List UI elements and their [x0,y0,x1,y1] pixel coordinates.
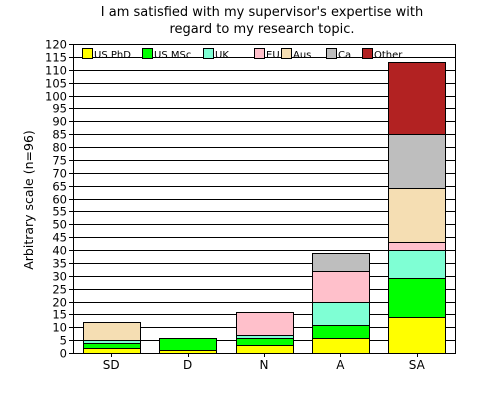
bar-segment [83,348,141,354]
bar-segment [159,338,217,351]
y-tick-label: 90 [52,115,67,129]
y-tick-label: 5 [60,334,67,348]
bar-segment [236,312,294,336]
y-tick-label: 95 [52,102,67,116]
bar-segment [236,345,294,354]
y-tick-label: 65 [52,180,67,194]
x-tick-label: A [336,358,345,372]
bar-segment [312,302,370,326]
bar-segment [312,253,370,272]
x-tick-label: N [260,358,269,372]
legend-label: EU [266,50,280,61]
y-tick-label: 105 [45,77,67,91]
y-tick-label: 0 [60,347,67,361]
y-tick-label: 15 [52,308,67,322]
y-tick-label: 70 [52,167,67,181]
y-tick-label: 35 [52,257,67,271]
y-tick-label: 50 [52,218,67,232]
bars [83,62,446,354]
y-tick-label: 30 [52,270,67,284]
legend-label: Aus [293,50,311,61]
legend-label: Ca [338,50,351,61]
legend-swatch [203,48,214,59]
legend-swatch [326,48,337,59]
legend: US PhD US MSc UK EU Aus Ca Other [82,48,403,61]
y-tick-label: 100 [45,90,67,104]
legend-swatch [82,48,93,59]
bar-segment [83,343,141,349]
bar-segment [388,317,446,354]
chart-title-line-1: I am satisfied with my supervisor's expe… [101,5,423,20]
bar-segment [388,278,446,318]
bar-segment [388,134,446,189]
legend-swatch [362,48,373,59]
bar-segment [388,188,446,243]
legend-label: UK [215,50,229,61]
bar-segment [236,338,294,346]
y-tick-label: 60 [52,193,67,207]
legend-label: US PhD [94,50,131,61]
y-tick-label: 45 [52,231,67,245]
y-tick-label: 115 [45,51,67,65]
y-tick-labels: 0510152025303540455055606570758085909510… [45,38,73,361]
x-tick-label: SD [103,358,120,372]
x-tick-label: D [183,358,192,372]
y-tick-label: 80 [52,141,67,155]
y-tick-label: 75 [52,154,67,168]
x-tick-label: SA [409,358,426,372]
bar-segment [388,250,446,279]
legend-label: Other [374,50,403,61]
legend-swatch [142,48,153,59]
chart-title-line-2: regard to my research topic. [169,22,354,37]
y-tick-label: 85 [52,128,67,142]
y-tick-label: 55 [52,205,67,219]
bar-segment [312,338,370,354]
bar-segment [388,242,446,251]
y-tick-label: 110 [45,64,67,78]
legend-label: US MSc [154,50,191,61]
y-axis-label: Arbitrary scale (n=96) [21,130,36,270]
legend-swatch [281,48,292,59]
bar-segment [312,271,370,303]
y-tick-label: 40 [52,244,67,258]
x-tick-labels: SD D N A SA [103,353,426,372]
bar-segment [83,322,141,341]
bar-segment [312,325,370,339]
y-tick-label: 120 [45,38,67,52]
y-tick-label: 10 [52,321,67,335]
y-tick-label: 25 [52,283,67,297]
y-tick-label: 20 [52,296,67,310]
bar-segment [388,62,446,135]
legend-swatch [254,48,265,59]
